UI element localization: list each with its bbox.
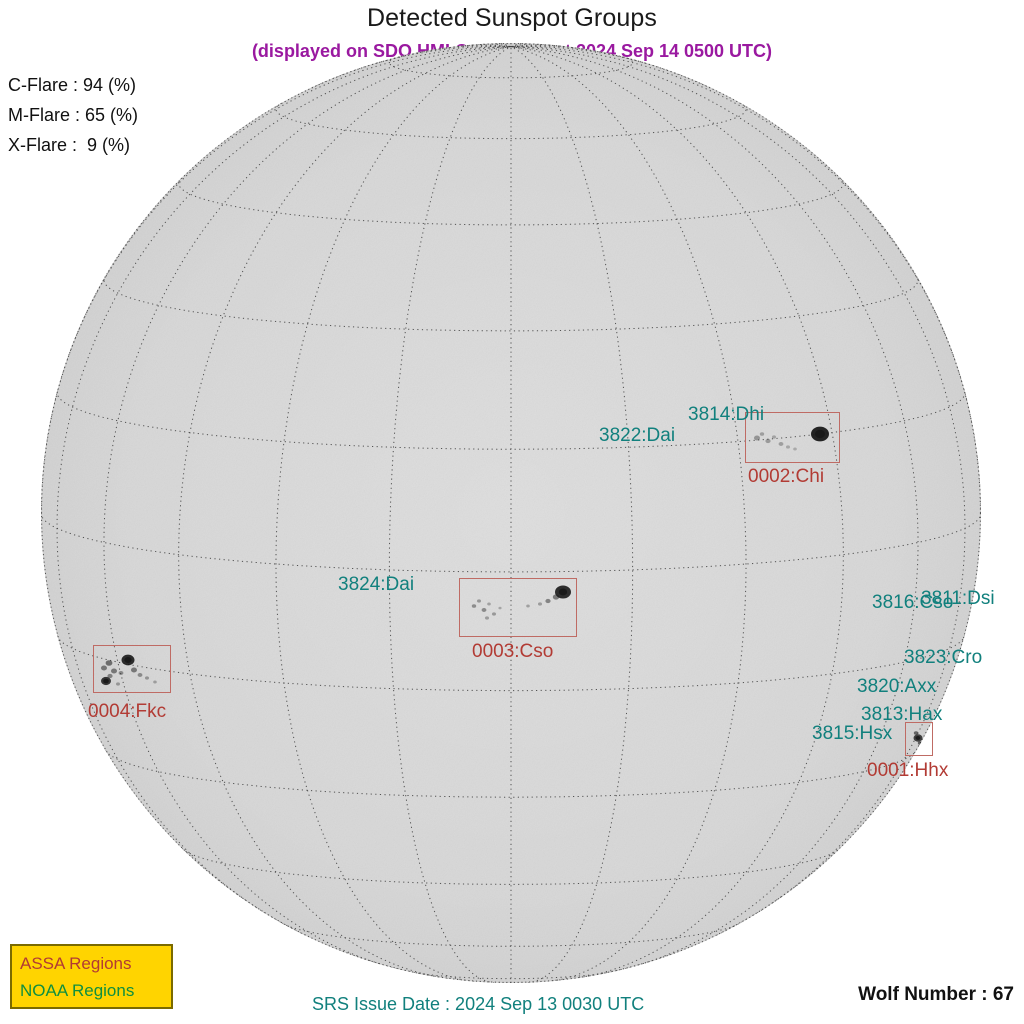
assa-region-label: 0001:Hhx (867, 760, 949, 781)
page-title: Detected Sunspot Groups (367, 4, 657, 32)
solar-disk-container (41, 43, 981, 983)
noaa-region-label: 3822:Dai (599, 425, 676, 446)
noaa-region-label: 3820:Axx (857, 676, 937, 697)
noaa-region-label: 3824:Dai (338, 574, 415, 595)
m-flare-probability: M-Flare : 65 (%) (8, 105, 139, 125)
noaa-region-label: 3815:Hsx (812, 723, 893, 744)
noaa-region-label: 3814:Dhi (688, 404, 765, 425)
assa-region-label: 0003:Cso (472, 641, 554, 662)
legend-box: ASSA Regions NOAA Regions (10, 944, 173, 1009)
solar-disk-image (41, 43, 981, 983)
assa-region-label: 0002:Chi (748, 466, 825, 487)
assa-region-box[interactable] (905, 722, 933, 756)
c-flare-probability: C-Flare : 94 (%) (8, 75, 137, 95)
legend-assa-label: ASSA Regions (20, 954, 132, 973)
assa-region-label: 0004:Fkc (88, 701, 167, 722)
srs-issue-date: SRS Issue Date : 2024 Sep 13 0030 UTC (312, 994, 645, 1014)
noaa-region-label: 3823:Cro (904, 647, 983, 668)
granulation-noise (41, 43, 981, 983)
noaa-region-label: 3813:Hax (861, 704, 943, 725)
x-flare-probability: X-Flare : 9 (%) (8, 135, 131, 155)
noaa-region-label: 3816:Cso (872, 592, 954, 613)
assa-region-box[interactable] (745, 412, 840, 463)
legend-noaa-label: NOAA Regions (20, 981, 135, 1000)
wolf-number: Wolf Number : 67 (858, 984, 1014, 1005)
flare-probability-panel: C-Flare : 94 (%) M-Flare : 65 (%) X-Flar… (8, 70, 138, 160)
noaa-region-label: 3811:Dsi (921, 588, 995, 609)
assa-region-box[interactable] (93, 645, 171, 693)
assa-region-box[interactable] (459, 578, 577, 637)
